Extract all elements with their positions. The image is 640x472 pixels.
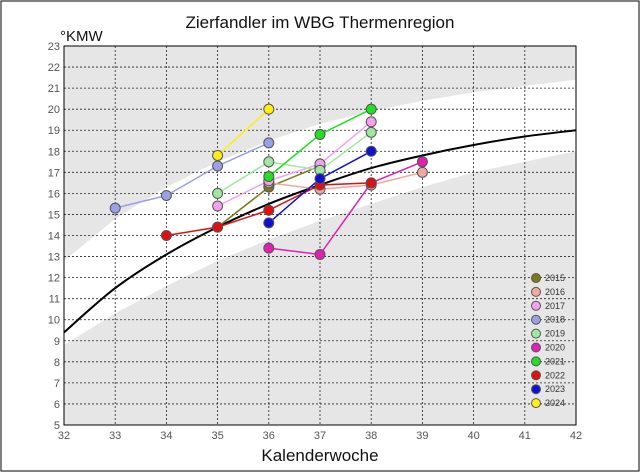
y-tick-label: 7	[54, 378, 60, 390]
data-point-2021	[365, 103, 377, 115]
data-point-2023	[314, 173, 326, 185]
legend-marker-2024	[531, 398, 541, 409]
legend-label-2017: 2017	[545, 301, 565, 311]
data-point-2022	[263, 204, 275, 216]
data-point-2020	[263, 242, 275, 254]
y-tick-label: 11	[49, 294, 60, 306]
legend-marker-2021	[531, 356, 541, 367]
legend-label-2020: 2020	[545, 343, 565, 353]
x-tick-label: 40	[467, 430, 479, 442]
legend-label-2023: 2023	[545, 384, 565, 394]
y-tick-label: 22	[48, 62, 60, 74]
data-point-2023	[365, 145, 377, 157]
chart-title: Zierfandler im WBG Thermenregion	[186, 13, 455, 32]
x-tick-label: 36	[263, 430, 275, 442]
series-line-2016	[268, 171, 423, 190]
x-tick-label: 32	[58, 430, 70, 442]
y-tick-label: 8	[54, 357, 60, 369]
legend-marker-2019	[531, 328, 541, 339]
data-point-2019	[212, 187, 224, 199]
y-tick-label: 19	[48, 125, 60, 137]
y-tick-label: 14	[48, 231, 60, 243]
x-tick-label: 41	[519, 430, 531, 442]
y-tick-label: 16	[48, 188, 60, 200]
x-tick-label: 37	[314, 430, 326, 442]
data-point-2020	[416, 156, 428, 168]
x-tick-label: 34	[160, 430, 172, 442]
x-tick-label: 33	[109, 430, 121, 442]
data-point-2020	[314, 248, 326, 260]
data-point-2024	[212, 149, 224, 161]
data-point-2019	[365, 126, 377, 138]
y-tick-label: 17	[48, 167, 60, 179]
y-axis-label: °KMW	[60, 28, 103, 45]
white-region	[64, 79, 576, 345]
data-point-2021	[314, 128, 326, 140]
data-point-2022	[160, 230, 172, 241]
y-tick-label: 6	[54, 399, 60, 411]
legend-label-2022: 2022	[545, 370, 565, 380]
data-point-2019	[263, 156, 275, 168]
legend-marker-2016	[531, 286, 541, 297]
x-tick-label: 38	[365, 430, 377, 442]
data-point-2023	[263, 217, 275, 229]
x-tick-label: 39	[416, 430, 428, 442]
y-tick-label: 15	[48, 209, 60, 221]
data-point-2018	[160, 189, 172, 201]
y-tick-label: 13	[48, 252, 60, 264]
y-tick-label: 20	[48, 104, 60, 116]
data-point-2022	[365, 177, 377, 189]
data-point-2022	[212, 221, 224, 233]
series-line-2018	[115, 142, 270, 209]
plot-frame	[63, 45, 577, 426]
x-tick-label: 42	[570, 430, 582, 442]
y-tick-label: 12	[48, 273, 60, 285]
data-point-2018	[212, 160, 224, 172]
legend-label-2015: 2015	[545, 273, 565, 283]
data-point-2021	[263, 171, 275, 183]
legend-label-2018: 2018	[545, 315, 565, 325]
data-point-2017	[212, 200, 224, 212]
x-tick-label: 35	[211, 430, 223, 442]
series-line-2020	[268, 161, 423, 256]
legend-marker-2023	[531, 384, 541, 395]
legend-marker-2018	[531, 314, 541, 325]
data-point-2018	[263, 137, 275, 149]
data-point-2016	[416, 166, 428, 178]
legend-marker-2017	[531, 300, 541, 311]
y-tick-label: 21	[48, 83, 60, 95]
legend-marker-2020	[531, 342, 541, 353]
x-axis-label: Kalenderwoche	[261, 446, 378, 465]
data-point-2024	[263, 103, 275, 115]
y-tick-label: 23	[48, 41, 60, 53]
y-tick-label: 18	[48, 146, 60, 158]
data-point-2018	[109, 202, 121, 214]
y-tick-label: 5	[54, 420, 60, 432]
legend-marker-2015	[531, 273, 541, 283]
y-tick-label: 9	[54, 336, 60, 348]
legend-label-2024: 2024	[545, 398, 565, 408]
legend-marker-2022	[531, 370, 541, 381]
legend-label-2021: 2021	[545, 356, 565, 366]
series-line-2019	[217, 131, 372, 195]
series-line-2017	[217, 121, 372, 207]
legend-label-2019: 2019	[545, 329, 565, 339]
y-tick-label: 10	[48, 315, 60, 327]
series-line-2024	[217, 108, 270, 157]
data-point-2017	[365, 116, 377, 128]
legend-label-2016: 2016	[545, 287, 565, 297]
